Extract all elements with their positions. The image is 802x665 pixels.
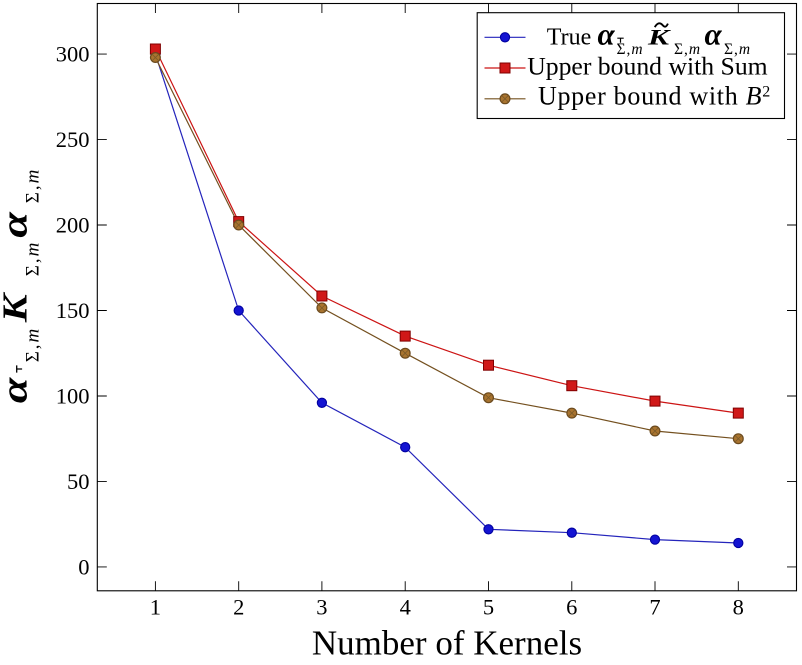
svg-text:0: 0 — [78, 555, 89, 580]
svg-text:Σ,m: Σ,m — [23, 241, 44, 277]
svg-text:α: α — [598, 16, 616, 51]
svg-text:6: 6 — [566, 595, 577, 620]
svg-text:Upper bound with Sum: Upper bound with Sum — [527, 51, 767, 80]
svg-text:Number of Kernels: Number of Kernels — [312, 623, 582, 660]
svg-text:3: 3 — [316, 595, 327, 620]
svg-text:4: 4 — [400, 595, 411, 620]
svg-text:K: K — [647, 25, 671, 49]
svg-text:7: 7 — [649, 595, 660, 620]
svg-text:Σ,m: Σ,m — [724, 41, 751, 58]
svg-text:150: 150 — [56, 298, 90, 323]
svg-text:K: K — [0, 292, 35, 324]
svg-text:Upper bound with B2: Upper bound with B2 — [538, 82, 771, 111]
svg-text:200: 200 — [56, 213, 90, 238]
svg-text:α: α — [0, 211, 35, 238]
svg-text:Σ,m: Σ,m — [23, 168, 44, 204]
svg-text:α: α — [705, 16, 723, 51]
svg-text:Σ,m: Σ,m — [23, 327, 44, 363]
svg-text:1: 1 — [150, 595, 161, 620]
svg-text:α: α — [0, 377, 35, 404]
svg-text:100: 100 — [56, 384, 90, 409]
svg-text:5: 5 — [483, 595, 494, 620]
svg-text:Σ,m: Σ,m — [617, 41, 644, 58]
svg-text:300: 300 — [56, 42, 90, 67]
svg-text:True: True — [547, 24, 591, 50]
svg-text:Σ,m: Σ,m — [674, 41, 701, 58]
svg-text:50: 50 — [67, 469, 90, 494]
svg-text:8: 8 — [733, 595, 744, 620]
svg-text:250: 250 — [56, 127, 90, 152]
svg-text:2: 2 — [233, 595, 244, 620]
